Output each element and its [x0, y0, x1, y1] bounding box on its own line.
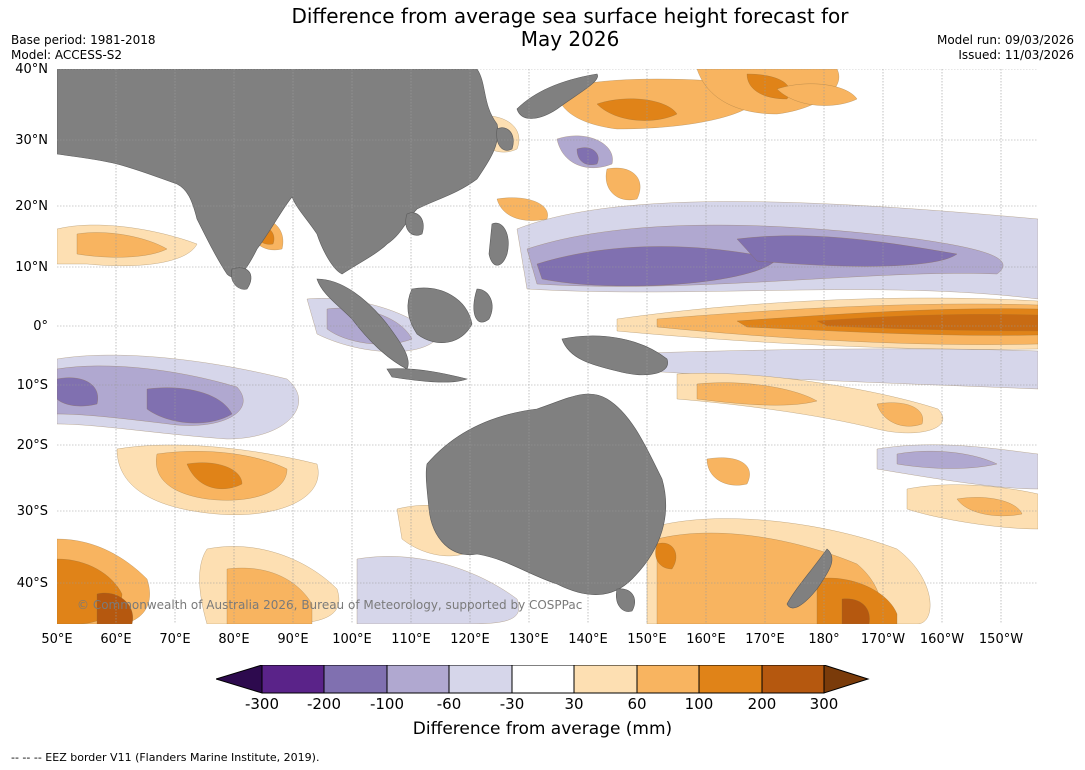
colorbar-swatch-5: [511, 665, 575, 694]
lon-label-60e: 60°E: [100, 632, 132, 647]
model-name: Model: ACCESS-S2: [11, 48, 123, 62]
lon-label-50e: 50°E: [41, 632, 73, 647]
lon-label-130e: 130°E: [509, 632, 549, 647]
model-run: Model run: 09/03/2026: [936, 33, 1074, 47]
map-svg: [57, 69, 1038, 624]
philippines-islands: [488, 222, 509, 266]
colorbar-tick-300: 300: [809, 695, 839, 713]
sri-lanka: [231, 267, 252, 290]
chart-title: Difference from average sea surface heig…: [0, 5, 1085, 51]
colorbar-tick-m200: -200: [306, 695, 342, 713]
lat-label-40s: 40°S: [16, 576, 48, 591]
colorbar-swatch-7: [636, 665, 700, 694]
colorbar-high-arrow: [823, 665, 870, 694]
colorbar-swatch-3: [386, 665, 450, 694]
base-period: Base period: 1981-2018: [11, 33, 156, 47]
lat-label-10n: 10°N: [15, 260, 48, 275]
lon-label-140e: 140°E: [568, 632, 608, 647]
map-panel: [57, 69, 1038, 624]
lon-label-170e: 170°E: [745, 632, 785, 647]
lon-label-80e: 80°E: [218, 632, 250, 647]
colorbar-swatch-9: [761, 665, 825, 694]
asia-land: [57, 69, 499, 278]
lat-label-20s: 20°S: [16, 438, 48, 453]
title-line-1: Difference from average sea surface heig…: [291, 4, 849, 28]
anomaly-field: [57, 69, 1038, 624]
colorbar-tick-200: 200: [747, 695, 777, 713]
lon-label-110e: 110°E: [391, 632, 431, 647]
colorbar-tick-m30: -30: [499, 695, 525, 713]
lat-label-10s: 10°S: [16, 378, 48, 393]
colorbar-tick-m100: -100: [369, 695, 405, 713]
sulawesi-island: [473, 288, 493, 323]
colorbar-tick-m300: -300: [244, 695, 280, 713]
colorbar-swatch-1: [261, 665, 325, 694]
lon-label-70e: 70°E: [159, 632, 191, 647]
borneo-island: [407, 287, 473, 343]
colorbar-swatch-2: [323, 665, 388, 694]
australia-land: [425, 393, 667, 595]
taiwan-island: [496, 127, 514, 151]
new-guinea-island: [561, 335, 668, 376]
lon-label-160e: 160°E: [686, 632, 726, 647]
lon-label-180: 180°: [808, 632, 840, 647]
lon-label-150w: 150°W: [978, 632, 1024, 647]
lon-label-150e: 150°E: [627, 632, 667, 647]
colorbar-tick-100: 100: [684, 695, 714, 713]
colorbar-swatch-8: [698, 665, 763, 694]
new-zealand-islands: [786, 548, 833, 609]
lat-label-30s: 30°S: [16, 504, 48, 519]
meta-right: Model run: 09/03/2026 Issued: 11/03/2026: [937, 33, 1074, 63]
colorbar-tick-m60: -60: [436, 695, 462, 713]
lon-label-100e: 100°E: [332, 632, 372, 647]
title-line-2: May 2026: [520, 27, 620, 51]
colorbar-swatch-6: [573, 665, 638, 694]
lat-label-40n: 40°N: [15, 62, 48, 77]
colorbar-swatch-4: [448, 665, 513, 694]
lat-label-20n: 20°N: [15, 199, 48, 214]
java-island: [386, 368, 468, 383]
lat-label-30n: 30°N: [15, 133, 48, 148]
meta-left: Base period: 1981-2018 Model: ACCESS-S2: [11, 33, 156, 63]
lon-label-170w: 170°W: [860, 632, 906, 647]
issued-date: Issued: 11/03/2026: [958, 48, 1074, 62]
colorbar-tick-30: 30: [564, 695, 584, 713]
hainan-island: [405, 212, 424, 236]
colorbar-label: Difference from average (mm): [412, 719, 673, 739]
lon-label-120e: 120°E: [450, 632, 490, 647]
lon-label-90e: 90°E: [277, 632, 309, 647]
eez-legend: -- -- -- EEZ border V11 (Flanders Marine…: [11, 751, 320, 764]
colorbar-tick-60: 60: [627, 695, 647, 713]
tasmania-island: [616, 588, 636, 612]
copyright-notice: © Commonwealth of Australia 2026, Bureau…: [77, 598, 583, 612]
colorbar-low-arrow: [216, 665, 263, 694]
japan-islands: [516, 73, 598, 119]
lon-label-160w: 160°W: [919, 632, 965, 647]
graticule: [57, 69, 1038, 624]
lat-label-0: 0°: [33, 319, 48, 334]
landmass: [57, 69, 833, 612]
colorbar: [216, 665, 870, 694]
